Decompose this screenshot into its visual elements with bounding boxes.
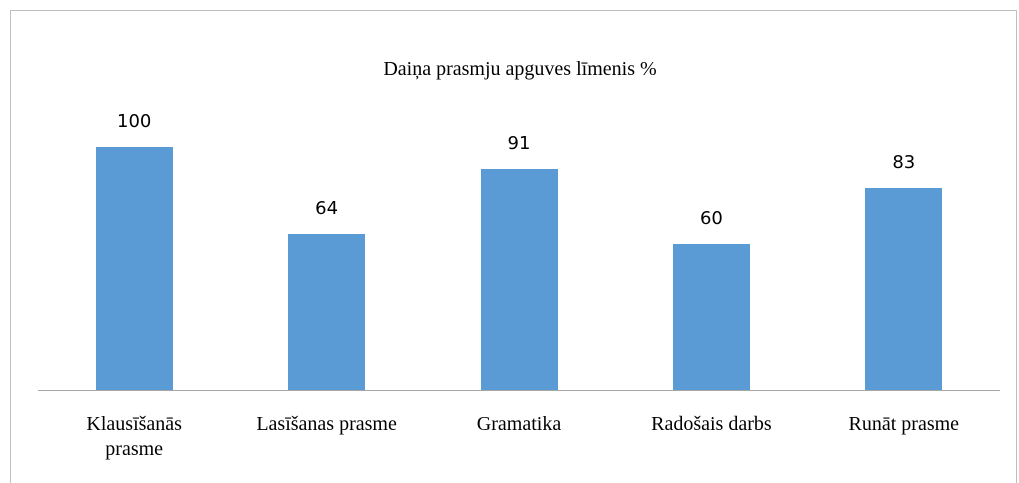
data-label: 60 xyxy=(699,208,723,230)
data-label: 83 xyxy=(892,152,916,174)
bar xyxy=(672,244,750,390)
chart-frame xyxy=(10,10,1017,483)
data-label: 64 xyxy=(315,198,339,220)
bar xyxy=(95,147,173,390)
x-tick-label: Lasīšanas prasme xyxy=(256,413,397,435)
x-axis xyxy=(38,390,1000,391)
x-tick-label: Gramatika xyxy=(476,413,562,435)
chart-title: Daiņa prasmju apguves līmenis % xyxy=(383,58,657,80)
data-label: 100 xyxy=(117,111,152,132)
data-label: 91 xyxy=(507,132,531,154)
bar xyxy=(480,168,558,390)
x-tick-label: Radošais darbs xyxy=(651,413,772,435)
x-tick-label: Klausīšanās prasme xyxy=(86,413,182,460)
x-tick-label: Runāt prasme xyxy=(848,413,960,435)
bar xyxy=(865,188,943,390)
bar xyxy=(288,234,366,390)
